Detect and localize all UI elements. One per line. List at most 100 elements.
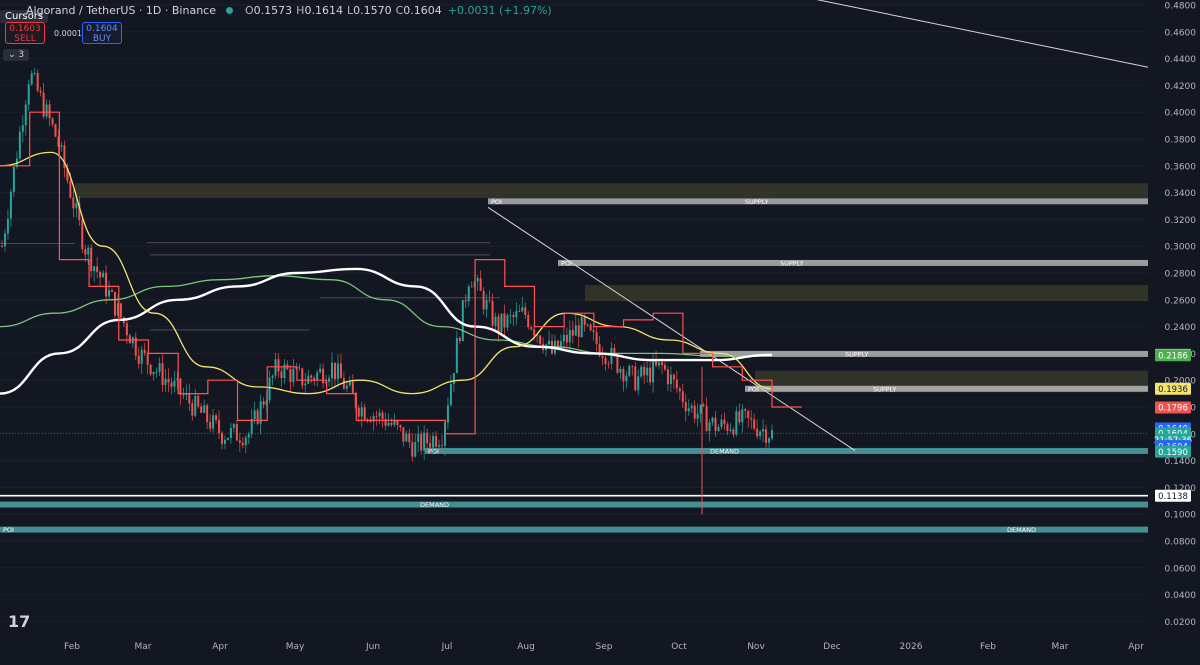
candle (319, 368, 322, 373)
candle (39, 90, 42, 93)
candle (345, 385, 348, 389)
candle (66, 168, 69, 181)
candle (218, 420, 221, 433)
candle (164, 378, 167, 386)
y-tick-label: 0.4400 (1165, 55, 1197, 65)
price-label: 0.1138 (1158, 492, 1188, 502)
candle (678, 388, 681, 392)
indicator-toggle[interactable]: ⌄ 3 (3, 49, 30, 61)
candle (134, 337, 137, 356)
candle (203, 405, 206, 413)
sell-price: 0.1603 (9, 24, 41, 34)
spread-value: 0.0001 (54, 29, 82, 38)
candle (102, 272, 105, 278)
candle (663, 364, 666, 370)
zone-label: POI (3, 526, 14, 534)
candle (274, 359, 277, 376)
candle (36, 72, 39, 91)
candle (280, 371, 283, 379)
candle (684, 402, 687, 412)
candle (402, 427, 405, 442)
candle (331, 362, 333, 379)
candle (405, 433, 408, 442)
zone-label: POI (748, 385, 759, 393)
candle (509, 315, 512, 316)
x-tick-label: Jun (365, 642, 380, 652)
symbol-header: Algorand / TetherUS · 1D · Binance O 0.15… (0, 0, 552, 20)
candle (12, 167, 15, 192)
candle (241, 442, 244, 446)
candle (533, 329, 536, 336)
candle (738, 411, 741, 423)
y-tick-label: 0.0200 (1165, 618, 1197, 628)
candle (399, 425, 402, 428)
candle (687, 408, 690, 412)
candle (339, 363, 342, 379)
candle (229, 427, 232, 438)
y-tick-label: 0.3800 (1165, 136, 1197, 146)
candle (714, 417, 717, 432)
y-tick-label: 0.1400 (1165, 457, 1197, 467)
candle (170, 382, 173, 387)
tradingview-logo[interactable]: 17 (8, 612, 31, 631)
candle (732, 429, 735, 435)
candle (601, 355, 604, 358)
y-tick-label: 0.2600 (1165, 296, 1197, 306)
price-label-bg (1155, 445, 1191, 458)
candle (438, 445, 441, 447)
candle (90, 247, 93, 272)
candle (119, 303, 122, 318)
candle (711, 417, 714, 423)
candle (247, 433, 250, 438)
candle (494, 316, 497, 326)
candle (215, 415, 218, 421)
zone-label: POI (561, 259, 572, 267)
candle (310, 375, 313, 378)
candle (741, 409, 744, 423)
x-tick-label: Apr (212, 642, 228, 652)
price-label-bg (1155, 382, 1191, 395)
candle (226, 437, 229, 440)
high-value: 0.1614 (304, 3, 343, 17)
candle (414, 441, 417, 457)
x-tick-label: Sep (596, 642, 613, 652)
candle (378, 412, 381, 417)
candle (48, 104, 51, 119)
time-axis: Feb Mar Apr May Jun Jul Aug Sep Oct Nov Dec 2026 Feb… (64, 642, 1144, 652)
candle (301, 368, 304, 386)
candle (580, 317, 583, 338)
candle (455, 337, 458, 374)
candle (212, 415, 215, 429)
candle (744, 409, 747, 411)
candle (3, 233, 6, 247)
price-labels-layer: 0.21890.21860.19360.17960.16400.160421:5… (1154, 348, 1192, 502)
candle (423, 432, 426, 451)
candle (643, 366, 646, 376)
price-label-bg (1155, 489, 1191, 502)
cursors-tooltip: Cursors (0, 10, 49, 23)
change-value: +0.0031 (+1.97%) (447, 3, 552, 17)
candle (699, 404, 702, 414)
symbol-title[interactable]: Algorand / TetherUS · 1D · Binance (26, 3, 216, 17)
candle (1, 246, 3, 247)
zone-supply (745, 385, 1148, 392)
sell-button[interactable]: 0.1603 SELL (5, 22, 45, 44)
candle (381, 412, 384, 420)
candle (426, 432, 429, 444)
trendline (816, 0, 1156, 70)
candle (634, 366, 637, 391)
candle (45, 104, 48, 117)
candle (446, 405, 449, 423)
candle (146, 353, 149, 365)
candle (669, 374, 672, 385)
candle (640, 366, 643, 377)
candle (271, 375, 274, 378)
y-tick-label: 0.3600 (1165, 162, 1197, 172)
price-label-bg (1155, 349, 1191, 362)
candle (393, 420, 396, 425)
candle (384, 419, 387, 426)
candle (705, 405, 708, 432)
candle (155, 371, 158, 373)
buy-button[interactable]: 0.1604 BUY (82, 22, 122, 44)
